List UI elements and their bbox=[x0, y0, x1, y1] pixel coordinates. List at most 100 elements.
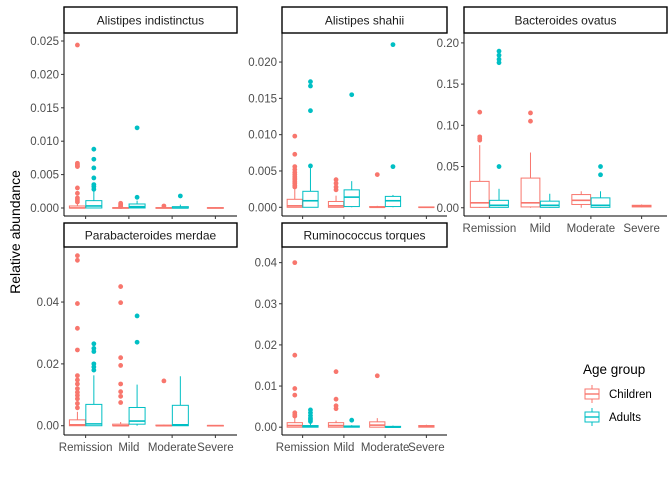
y-tick-label: 0.000 bbox=[30, 203, 59, 215]
outlier-point bbox=[75, 325, 80, 331]
x-tick-label: Severe bbox=[408, 442, 444, 454]
legend-label: Adults bbox=[609, 412, 641, 424]
outlier-point bbox=[496, 164, 502, 169]
outlier-point bbox=[598, 164, 603, 169]
box-adults-moderate bbox=[171, 193, 189, 209]
outlier-point bbox=[390, 42, 396, 48]
outlier-point bbox=[496, 48, 502, 54]
box-body bbox=[343, 189, 360, 208]
y-tick-label: 0.000 bbox=[248, 202, 277, 214]
x-tick-label: Remission bbox=[59, 442, 113, 454]
box-adults-moderate bbox=[384, 425, 402, 428]
outlier-point bbox=[134, 339, 140, 345]
outlier-point bbox=[308, 419, 313, 424]
box-children-remission bbox=[469, 109, 490, 208]
legend-title: Age group bbox=[583, 362, 645, 377]
outlier-point bbox=[91, 175, 97, 181]
box-children-moderate bbox=[571, 191, 592, 208]
facet-strip bbox=[63, 6, 238, 34]
outlier-point bbox=[349, 417, 355, 423]
facet-title: Parabacteroides merdae bbox=[85, 229, 217, 243]
outlier-point bbox=[91, 165, 97, 171]
box-adults-remission bbox=[302, 79, 319, 208]
outlier-point bbox=[75, 401, 80, 406]
box-body bbox=[539, 200, 560, 208]
outlier-point bbox=[118, 400, 124, 405]
box-adults-moderate bbox=[384, 42, 402, 208]
y-tick-label: 0.020 bbox=[30, 69, 59, 81]
facet-title: Bacteroides ovatus bbox=[514, 14, 616, 28]
outlier-point bbox=[75, 253, 80, 259]
outlier-point bbox=[333, 369, 339, 375]
legend: Age group Children Adults bbox=[583, 362, 652, 426]
outlier-point bbox=[75, 386, 80, 392]
outlier-point bbox=[308, 108, 313, 114]
outlier-point bbox=[118, 204, 124, 210]
outlier-point bbox=[75, 185, 80, 191]
y-tick-label: 0.020 bbox=[248, 57, 277, 69]
facet-panel: Ruminococcus torques 0.00 0.01 0.02 0.03 0.04… bbox=[255, 222, 448, 454]
y-tick-label: 0.010 bbox=[30, 136, 59, 148]
box-adults-remission bbox=[302, 407, 319, 428]
outlier-point bbox=[134, 313, 140, 319]
outlier-point bbox=[292, 260, 298, 266]
facet-strip bbox=[463, 6, 668, 34]
outlier-point bbox=[91, 341, 97, 347]
x-tick-label: Moderate bbox=[361, 442, 410, 454]
x-tick-label: Mild bbox=[333, 442, 354, 454]
outlier-point bbox=[292, 133, 298, 139]
box-children-remission bbox=[68, 42, 86, 209]
outlier-point bbox=[118, 300, 124, 306]
outlier-point bbox=[75, 373, 80, 379]
outlier-point bbox=[75, 405, 80, 411]
outlier-point bbox=[161, 203, 167, 209]
box-children-severe bbox=[206, 207, 224, 209]
legend-entries: Children Adults bbox=[584, 385, 652, 426]
x-tick-label: Remission bbox=[276, 442, 330, 454]
outlier-point bbox=[477, 137, 483, 143]
outlier-point bbox=[292, 151, 298, 157]
outlier-point bbox=[177, 193, 183, 199]
outlier-point bbox=[75, 257, 80, 263]
facet-panels: Alistipes indistinctus 0.000 0.005 0.010 0.0… bbox=[30, 6, 668, 454]
y-tick-label: 0.10 bbox=[437, 120, 459, 132]
box-body bbox=[128, 406, 146, 425]
outlier-point bbox=[292, 184, 298, 190]
box-adults-moderate bbox=[590, 164, 611, 208]
outlier-point bbox=[333, 396, 339, 402]
x-tick-label: Mild bbox=[530, 223, 551, 235]
outlier-point bbox=[496, 56, 502, 62]
box-adults-moderate bbox=[171, 376, 189, 427]
y-tick-label: 0.015 bbox=[248, 93, 277, 105]
outlier-point bbox=[292, 413, 298, 419]
y-axis-title: Relative abundance bbox=[7, 170, 23, 294]
outlier-point bbox=[333, 187, 339, 193]
y-tick-label: 0.010 bbox=[248, 130, 277, 142]
y-tick-label: 0.005 bbox=[30, 170, 59, 182]
box-adults-mild bbox=[128, 313, 146, 426]
facet-title: Alistipes indistinctus bbox=[97, 14, 204, 28]
x-tick-label: Moderate bbox=[148, 442, 197, 454]
facet-strip bbox=[281, 222, 448, 248]
facet-panel: Parabacteroides merdae 0.00 0.02 0.04 Remiss… bbox=[37, 222, 238, 454]
box-children-mild bbox=[112, 284, 130, 427]
y-tick-label: 0.00 bbox=[255, 422, 277, 434]
x-tick-label: Mild bbox=[118, 442, 139, 454]
box-body bbox=[590, 197, 611, 208]
outlier-point bbox=[118, 284, 124, 289]
outlier-point bbox=[75, 377, 80, 383]
outlier-point bbox=[75, 42, 80, 48]
y-tick-label: 0.04 bbox=[37, 297, 60, 309]
outlier-point bbox=[91, 349, 97, 354]
box-body bbox=[85, 200, 103, 209]
facet-panel: Bacteroides ovatus 0.00 0.05 0.10 0.15 0.20 Re… bbox=[437, 6, 668, 235]
box-body bbox=[520, 177, 541, 208]
box-children-severe bbox=[418, 424, 435, 428]
legend-entry-adults: Adults bbox=[584, 408, 641, 426]
y-tick-label: 0.05 bbox=[437, 162, 459, 174]
y-tick-label: 0.01 bbox=[255, 381, 277, 393]
outlier-point bbox=[292, 386, 298, 391]
box-children-moderate bbox=[369, 373, 386, 428]
y-tick-label: 0.03 bbox=[255, 299, 277, 311]
box-children-moderate bbox=[155, 378, 173, 427]
